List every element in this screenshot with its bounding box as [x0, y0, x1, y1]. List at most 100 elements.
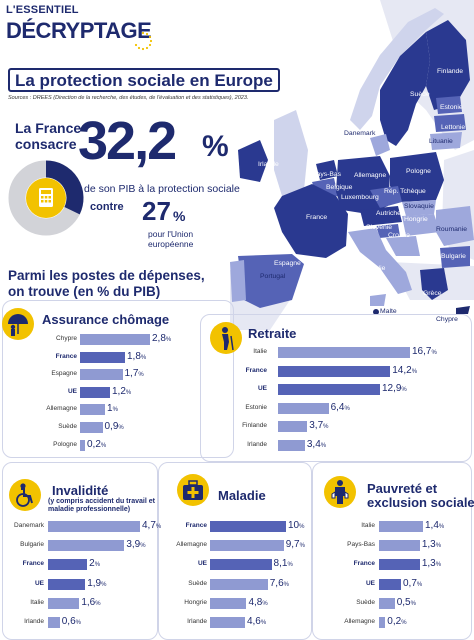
retraite-value-label: 16,7% — [412, 346, 437, 357]
map-label-autriche: Autriche — [376, 210, 401, 217]
pauvrete-category-label: Italie — [361, 522, 375, 529]
pauvrete-value-label: 1,3% — [421, 539, 442, 551]
assurance-chomage-value-label: 0,2% — [87, 438, 107, 450]
pauvrete-value-label: 0,7% — [403, 577, 423, 589]
section-name: DÉCRYPTAGE — [6, 18, 152, 43]
maladie-bar — [210, 540, 284, 552]
invalidite-value-label: 1,9% — [87, 577, 107, 589]
retraite-category-label: Italie — [253, 348, 267, 355]
invalidite-category-label: Danemark — [14, 522, 44, 529]
maladie-category-label: Suède — [188, 579, 207, 587]
map-label-slovenie: Slovénie — [366, 224, 393, 231]
assurance-chomage-value-label: 2,8% — [152, 333, 172, 344]
map-label-finlande: Finlande — [437, 68, 464, 75]
pauvrete-value-label: 0,2% — [387, 616, 407, 627]
assurance-chomage-category-label: Suède — [58, 423, 77, 430]
assurance-chomage-value-label: 0,9% — [104, 421, 124, 432]
retraite-category-label: Irlande — [247, 440, 267, 448]
map-label-allemagne: Allemagne — [354, 172, 387, 179]
map-label-pays-bas: Pays-Bas — [312, 171, 342, 178]
invalidite-value-label: 0,6% — [61, 616, 81, 627]
maladie-title: Maladie — [218, 488, 266, 503]
retraite-category-label: Estonie — [245, 403, 267, 411]
map-label-slovaquie: Slovaquie — [404, 203, 434, 210]
maladie-category-label: Hongrie — [184, 598, 207, 606]
invalidite-bar — [48, 540, 125, 552]
empty-pocket-person-icon — [324, 476, 356, 508]
maladie-value-label: 4,8% — [248, 596, 268, 608]
assurance-chomage-bar — [80, 422, 103, 433]
maladie-category-label: Irlande — [187, 618, 207, 625]
assurance-chomage-title: Assurance chômage — [42, 312, 170, 327]
pauvrete-category-label: Allemagne — [344, 618, 375, 625]
invalidite-title: Invalidité — [52, 483, 109, 498]
map-label-suede: Suède — [410, 91, 430, 98]
map-label-estonie: Estonie — [440, 104, 463, 111]
map-label-hongrie: Hongrie — [404, 216, 428, 223]
pauvrete-bar — [379, 559, 420, 571]
map-label-luxembourg: Luxembourg — [341, 194, 379, 201]
assurance-chomage-bar — [80, 386, 110, 398]
pauvrete-category-label: Pays-Bas — [347, 541, 375, 549]
retraite-value-label: 14,2% — [392, 364, 418, 376]
map-label-france: France — [306, 214, 328, 221]
ue-description: pour l'Union européenne — [148, 229, 218, 249]
pauvrete-bar — [379, 617, 386, 628]
assurance-chomage-category-label: UE — [67, 387, 77, 395]
assurance-chomage-category-label: France — [55, 352, 77, 360]
assurance-chomage-bar — [80, 439, 85, 451]
headline-value: 32,2 — [78, 111, 177, 171]
retraite-category-label: France — [245, 366, 267, 374]
retraite-value-label: 12,9% — [381, 383, 407, 394]
retraite-bar — [278, 365, 391, 377]
map-label-rep-tcheque: Rép. Tchèque — [384, 188, 426, 195]
map-label-irlande: Irlande — [258, 161, 279, 168]
invalidite-category-label: Bulgarie — [20, 541, 44, 549]
assurance-chomage-value-label: 1% — [107, 403, 118, 415]
maladie-value-label: 4,6% — [246, 616, 267, 627]
invalidite-value-label: 1,6% — [81, 596, 101, 608]
map-label-croatie: Croatie — [388, 232, 410, 239]
maladie-value-label: 8,1% — [273, 558, 293, 570]
headline-unit: % — [202, 130, 229, 163]
assurance-chomage-bar — [80, 351, 125, 363]
europe-map — [230, 0, 474, 330]
map-label-chypre: Chypre — [436, 316, 458, 323]
assurance-chomage-category-label: Pologne — [53, 440, 77, 448]
invalidite-value-label: 4,7% — [142, 520, 162, 531]
assurance-chomage-panel — [2, 300, 234, 458]
pauvrete-category-label: France — [353, 560, 375, 568]
maladie-value-label: 10% — [288, 520, 305, 531]
headline-country-line2: consacre — [15, 136, 77, 152]
retraite-value-label: 3,4% — [306, 438, 327, 450]
page-title: La protection sociale en Europe — [8, 68, 280, 92]
retraite-title: Retraite — [248, 326, 297, 341]
map-label-italie: Italie — [371, 265, 386, 272]
contre-label: contre — [90, 201, 124, 213]
invalidite-category-label: Irlande — [24, 618, 44, 625]
map-label-bulgarie: Bulgarie — [441, 253, 466, 260]
pauvrete-value-label: 0,5% — [396, 596, 416, 608]
ue-unit: % — [173, 208, 186, 224]
invalidite-category-label: France — [22, 560, 44, 568]
invalidite-bar — [48, 521, 140, 532]
invalidite-value-label: 2% — [89, 558, 101, 570]
retraite-category-label: UE — [257, 385, 267, 392]
map-label-pologne: Pologne — [406, 168, 431, 175]
map-label-espagne: Espagne — [274, 260, 301, 267]
maladie-value-label: 9,7% — [285, 539, 305, 551]
map-label-lettonie: Lettonie — [441, 124, 466, 131]
section-kicker: L'ESSENTIEL — [6, 4, 79, 16]
retraite-value-label: 3,7% — [309, 420, 329, 431]
elderly-person-icon — [210, 322, 242, 354]
maladie-value-label: 7,6% — [269, 577, 289, 589]
maladie-category-label: Allemagne — [176, 541, 207, 549]
assurance-chomage-bar — [80, 334, 150, 345]
umbrella-person-icon — [2, 308, 34, 340]
map-label-belgique: Belgique — [326, 184, 353, 191]
pauvrete-bar — [379, 521, 423, 532]
map-label-malte: Malte — [380, 308, 397, 315]
invalidite-category-label: Italie — [30, 598, 44, 606]
medical-kit-icon — [177, 474, 209, 506]
maladie-bar — [210, 559, 272, 571]
